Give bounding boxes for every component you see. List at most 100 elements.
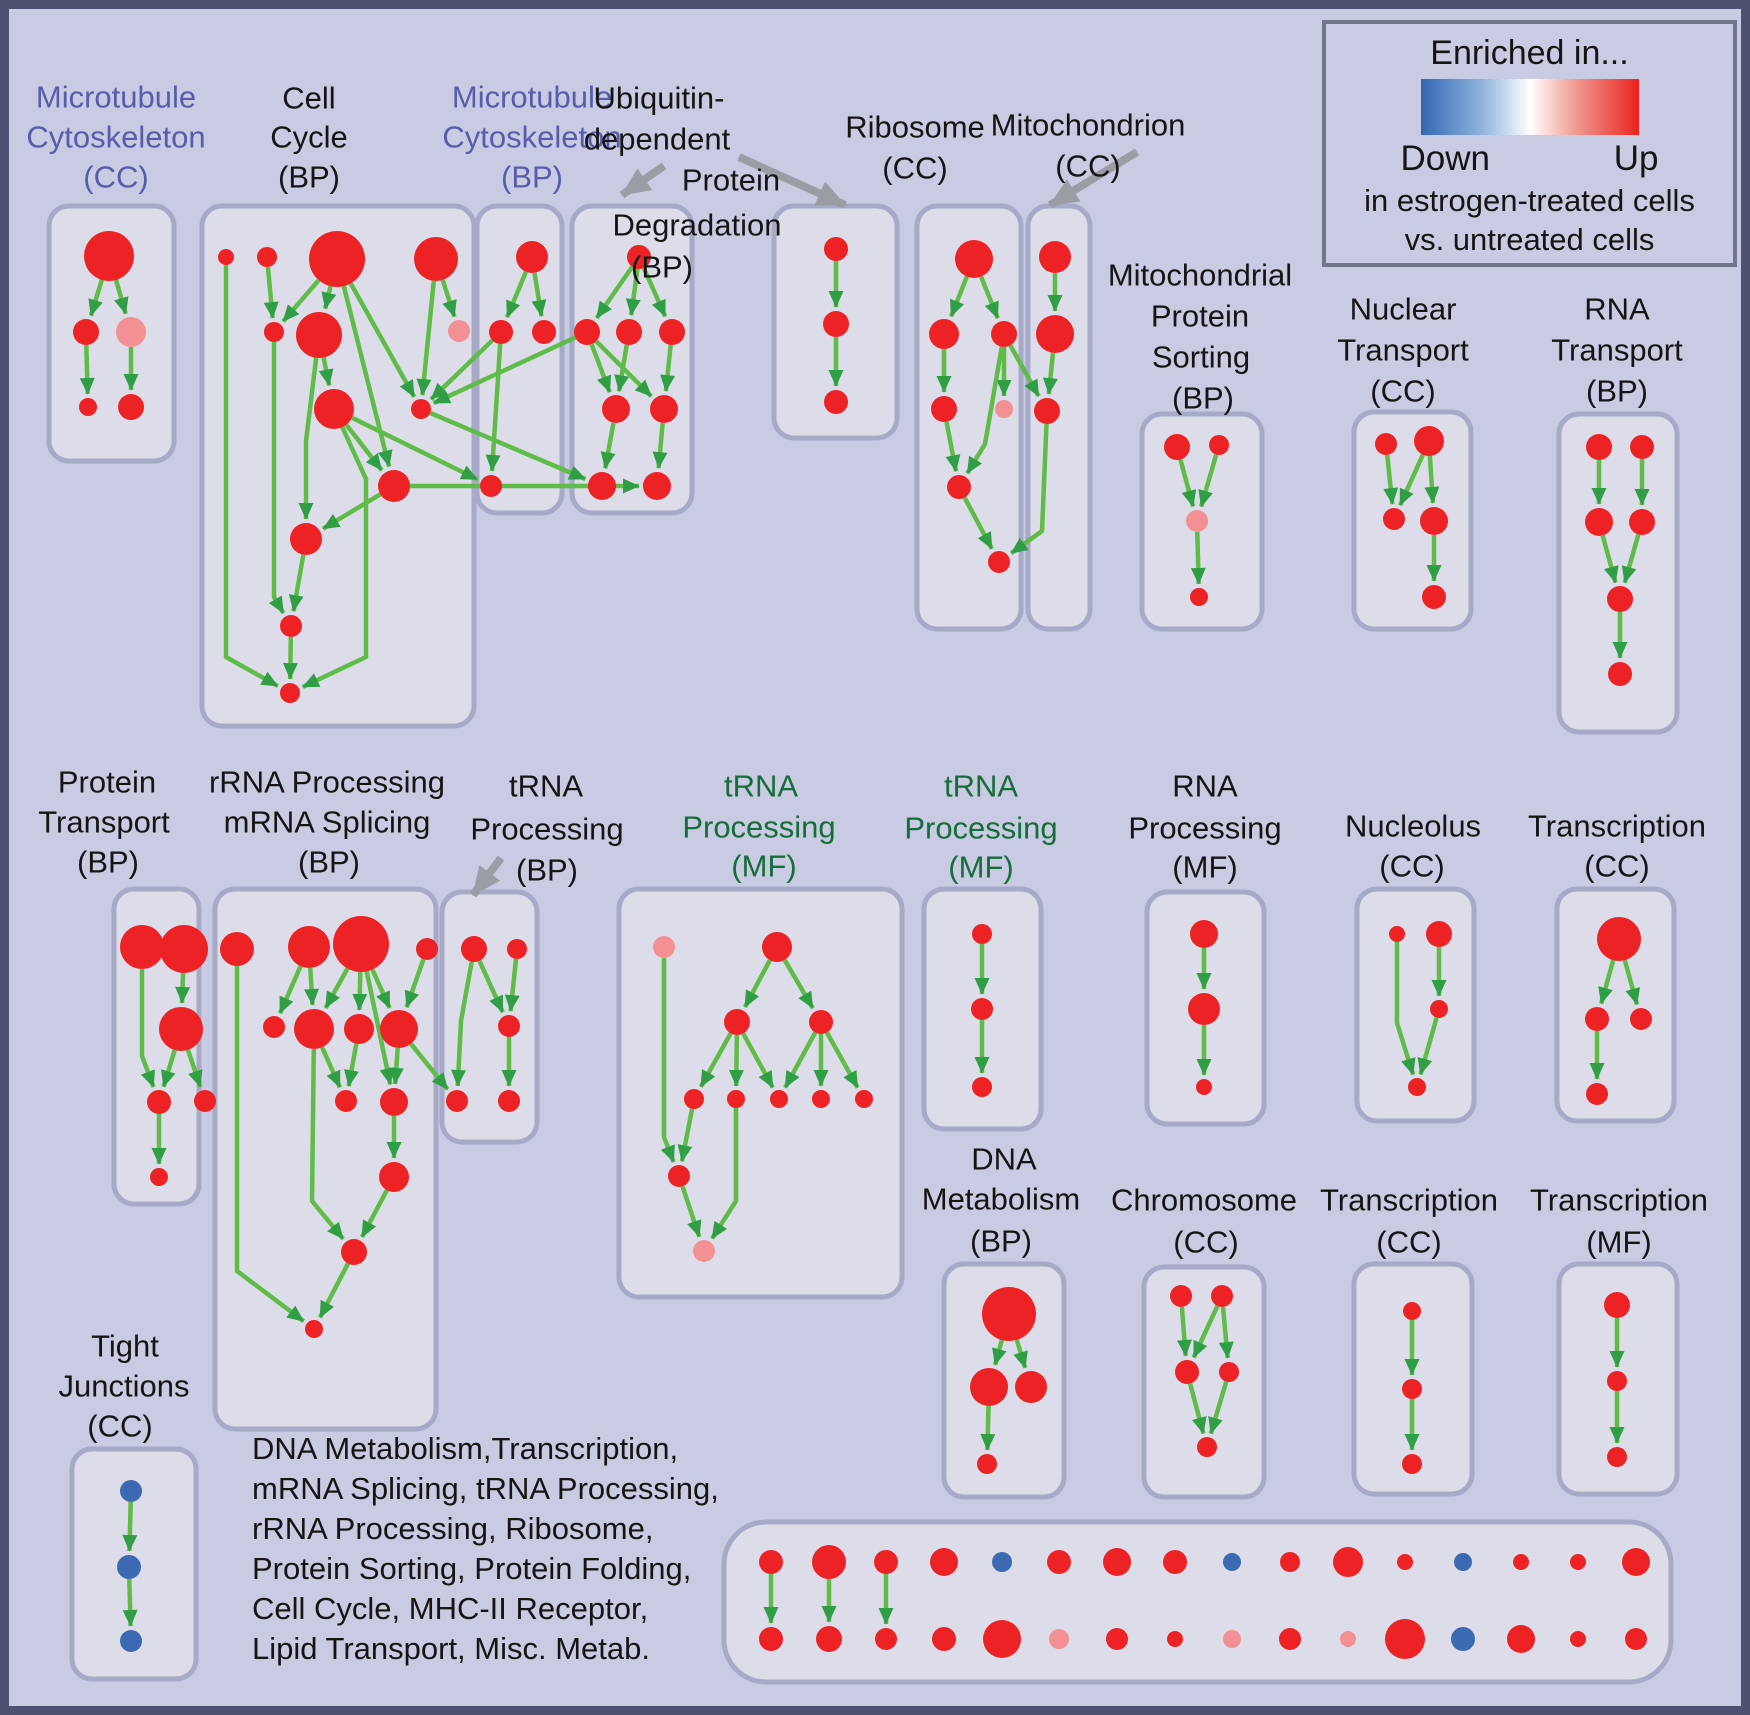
node-n4 — [1408, 1078, 1426, 1096]
group-label-rna-processing-mf-line1: Processing — [1128, 811, 1281, 846]
edge-ms2-ms3 — [1198, 453, 1219, 508]
node-nt5 — [1422, 585, 1446, 609]
group-box-microtubule-cc — [46, 203, 177, 464]
node-m1 — [84, 231, 134, 281]
group-label-microtubule-bp-line2: (BP) — [501, 160, 563, 195]
group-label-microtubule-cc-line0: Microtubule — [36, 80, 196, 115]
node-m2 — [73, 319, 99, 345]
edge-c4-c7 — [440, 279, 457, 318]
node-j3 — [120, 1630, 142, 1652]
annotation-arrow-3 — [469, 855, 505, 898]
edge-u1-u3 — [625, 268, 641, 316]
edge-c8-c10 — [344, 423, 384, 472]
edge-rt4-rt5 — [1621, 533, 1641, 584]
node-s3 — [333, 916, 389, 972]
node-k3 — [972, 1077, 992, 1097]
node-u6 — [650, 395, 678, 423]
strip-node-11-top — [1397, 1554, 1413, 1570]
legend-up-label: Up — [1613, 139, 1659, 178]
node-j2 — [117, 1555, 141, 1579]
edge-r1-r2 — [949, 275, 969, 318]
strip-node-2-bottom — [875, 1628, 897, 1650]
node-g5 — [684, 1089, 704, 1109]
group-label-ubiquitin-bp-line2: Protein — [682, 163, 780, 198]
group-label-rna-processing-mf-line0: RNA — [1172, 769, 1238, 804]
node-g10 — [668, 1165, 690, 1187]
edge-nt2-nt3 — [1398, 453, 1425, 507]
node-s2 — [288, 926, 330, 968]
group-label-tight-junctions-cc-line1: Junctions — [59, 1369, 190, 1404]
edge-rt3-rt5 — [1600, 534, 1619, 584]
miscellaneous-clusters-text: DNA Metabolism,Transcription, mRNA Splic… — [252, 1431, 719, 1666]
node-x4 — [1586, 1083, 1608, 1105]
node-q2 — [1188, 993, 1220, 1025]
node-mi3 — [1034, 398, 1060, 424]
edge-mi2-mi3 — [1042, 352, 1058, 395]
node-r1 — [955, 240, 993, 278]
group-label-protein-transport-bp-line1: Transport — [38, 805, 170, 840]
group-label-nucleolus-cc-line1: (CC) — [1379, 849, 1444, 884]
group-label-nuclear-transport-cc-line1: Transport — [1337, 333, 1469, 368]
nodes-layer — [73, 231, 1655, 1659]
node-rt3 — [1585, 508, 1613, 536]
edge-s3-s7 — [352, 971, 368, 1011]
group-label-trna-processing-bp-line2: (BP) — [516, 853, 578, 888]
node-u8 — [643, 472, 671, 500]
group-label-microtubule-cc-line2: (CC) — [83, 160, 148, 195]
node-b2 — [489, 320, 513, 344]
strip-node-1-top — [812, 1545, 846, 1579]
group-label-mito-protein-sorting-bp-line2: Sorting — [1152, 340, 1250, 375]
node-k1 — [972, 924, 992, 944]
edge-x1-x2 — [1598, 959, 1616, 1005]
node-s10 — [380, 1088, 408, 1116]
edge-s3-s10 — [364, 970, 395, 1086]
node-g3 — [724, 1009, 750, 1035]
edge-c11-c12 — [288, 554, 306, 612]
group-label-trna-processing-mf-small-line0: tRNA — [944, 769, 1018, 804]
edge-c10-c11 — [321, 492, 382, 531]
edge-c5-c12 — [268, 342, 286, 615]
strip-node-1-bottom — [816, 1626, 842, 1652]
node-nt1 — [1375, 433, 1397, 455]
node-q1 — [1190, 920, 1218, 948]
group-label-trna-processing-bp-line0: tRNA — [509, 769, 583, 804]
group-label-mito-protein-sorting-bp-line1: Protein — [1151, 299, 1249, 334]
edge-d2-d4 — [980, 1405, 996, 1451]
group-label-ubiquitin-bp-line1: dependent — [584, 122, 731, 157]
node-d4 — [977, 1454, 997, 1474]
strip-node-13-top — [1513, 1554, 1529, 1570]
node-r7 — [988, 551, 1010, 573]
group-label-dna-metabolism-bp-line0: DNA — [971, 1142, 1037, 1177]
strip-node-10-top — [1333, 1547, 1363, 1577]
node-b4 — [480, 475, 502, 497]
node-b1 — [516, 241, 548, 273]
edge-u2-u5 — [589, 343, 612, 393]
strip-node-6-top — [1103, 1548, 1131, 1576]
annotation-arrow-1 — [737, 153, 847, 209]
strip-node-4-top — [992, 1552, 1012, 1572]
strip-node-5-bottom — [1049, 1629, 1069, 1649]
edge-x1-x3 — [1622, 959, 1640, 1006]
node-nt4 — [1420, 507, 1448, 535]
group-label-rna-transport-bp-line0: RNA — [1584, 292, 1650, 327]
edge-m1-m2 — [88, 279, 104, 317]
edge-s7-s9 — [344, 1043, 359, 1087]
strip-node-15-bottom — [1625, 1628, 1647, 1650]
group-label-cell-cycle-bp-line2: (BP) — [278, 160, 340, 195]
annotation-arrow-2 — [1047, 148, 1140, 209]
edge-s1-s13 — [234, 966, 305, 1323]
node-v1 — [824, 237, 848, 261]
strip-node-3-bottom — [932, 1627, 956, 1651]
group-label-rna-transport-bp-line2: (BP) — [1586, 374, 1648, 409]
group-label-nuclear-transport-cc-line0: Nuclear — [1350, 292, 1457, 327]
group-label-ubiquitin-bp-line3: Degradation — [613, 208, 782, 243]
node-d1 — [982, 1287, 1036, 1341]
node-c4 — [414, 237, 458, 281]
group-label-ubiquitin-bp-line0: Ubiquitin- — [594, 81, 725, 116]
group-label-transcription-mf-line0: Transcription — [1530, 1183, 1708, 1218]
group-label-trna-processing-bp-line1: Processing — [470, 812, 623, 847]
group-label-protein-transport-bp-line0: Protein — [58, 765, 156, 800]
edge-c3-c10 — [341, 285, 393, 468]
node-m4 — [79, 398, 97, 416]
color-legend: Enriched in... Down Up in estrogen-treat… — [1322, 20, 1737, 267]
